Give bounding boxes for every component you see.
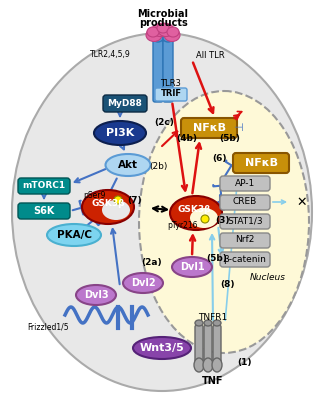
Text: Microbial: Microbial bbox=[138, 9, 189, 19]
Text: (4b): (4b) bbox=[176, 134, 197, 144]
Ellipse shape bbox=[106, 154, 150, 176]
Text: S6K: S6K bbox=[33, 206, 55, 216]
Ellipse shape bbox=[157, 23, 169, 33]
Text: (5b): (5b) bbox=[206, 254, 227, 264]
Text: (8): (8) bbox=[220, 280, 235, 290]
Text: (2a): (2a) bbox=[142, 258, 162, 266]
Ellipse shape bbox=[82, 190, 134, 224]
Text: (6): (6) bbox=[213, 154, 227, 162]
Text: NFκB: NFκB bbox=[192, 123, 225, 133]
Ellipse shape bbox=[201, 215, 209, 223]
Ellipse shape bbox=[194, 358, 204, 372]
Text: GSK3β: GSK3β bbox=[91, 200, 125, 208]
Text: ⊣: ⊣ bbox=[233, 123, 243, 133]
Ellipse shape bbox=[204, 320, 212, 326]
Text: Nrf2: Nrf2 bbox=[235, 236, 255, 244]
Text: TLR2,4,5,9: TLR2,4,5,9 bbox=[89, 50, 130, 60]
Ellipse shape bbox=[114, 196, 122, 204]
Text: STAT1/3: STAT1/3 bbox=[227, 216, 263, 226]
Text: PKA/C: PKA/C bbox=[57, 230, 91, 240]
FancyBboxPatch shape bbox=[220, 176, 270, 191]
FancyBboxPatch shape bbox=[153, 40, 163, 102]
Ellipse shape bbox=[172, 257, 212, 277]
Text: TNF: TNF bbox=[202, 376, 224, 386]
Text: NFκB: NFκB bbox=[244, 158, 277, 168]
Ellipse shape bbox=[163, 34, 173, 42]
Text: MyD88: MyD88 bbox=[108, 98, 142, 108]
Text: TRIF: TRIF bbox=[161, 90, 182, 98]
Text: (3): (3) bbox=[215, 216, 229, 224]
Ellipse shape bbox=[146, 28, 162, 42]
Ellipse shape bbox=[133, 337, 191, 359]
Text: AP-1: AP-1 bbox=[235, 178, 255, 188]
Ellipse shape bbox=[153, 34, 163, 42]
FancyBboxPatch shape bbox=[220, 252, 270, 267]
FancyBboxPatch shape bbox=[18, 178, 70, 194]
Text: Wnt3/5: Wnt3/5 bbox=[139, 343, 184, 353]
Ellipse shape bbox=[158, 24, 174, 36]
Text: Nucleus: Nucleus bbox=[250, 274, 286, 282]
Ellipse shape bbox=[12, 33, 312, 391]
Ellipse shape bbox=[190, 208, 218, 228]
Text: Dvl3: Dvl3 bbox=[84, 290, 108, 300]
Text: All TLR: All TLR bbox=[196, 50, 225, 60]
FancyBboxPatch shape bbox=[155, 88, 187, 101]
Ellipse shape bbox=[167, 27, 179, 37]
Ellipse shape bbox=[94, 121, 146, 145]
Text: pSer9: pSer9 bbox=[83, 190, 105, 200]
Text: pTyr216: pTyr216 bbox=[168, 222, 198, 230]
FancyBboxPatch shape bbox=[220, 233, 270, 248]
Ellipse shape bbox=[170, 196, 222, 230]
Text: GSK3β: GSK3β bbox=[177, 206, 211, 214]
FancyBboxPatch shape bbox=[195, 325, 203, 363]
Ellipse shape bbox=[47, 224, 101, 246]
Text: (1): (1) bbox=[238, 358, 252, 366]
Text: (7): (7) bbox=[128, 196, 142, 204]
Text: (2b): (2b) bbox=[149, 162, 167, 170]
Text: Akt: Akt bbox=[118, 160, 138, 170]
Text: ✕: ✕ bbox=[297, 196, 307, 208]
Text: PI3K: PI3K bbox=[106, 128, 134, 138]
Ellipse shape bbox=[123, 273, 163, 293]
FancyBboxPatch shape bbox=[220, 214, 270, 229]
FancyBboxPatch shape bbox=[163, 40, 173, 102]
FancyBboxPatch shape bbox=[233, 153, 289, 173]
FancyBboxPatch shape bbox=[103, 95, 147, 112]
Ellipse shape bbox=[213, 320, 221, 326]
Text: Dvl1: Dvl1 bbox=[180, 262, 204, 272]
Ellipse shape bbox=[139, 91, 309, 353]
Ellipse shape bbox=[164, 28, 180, 42]
Ellipse shape bbox=[102, 200, 130, 220]
Text: (2c): (2c) bbox=[154, 118, 174, 128]
FancyBboxPatch shape bbox=[213, 325, 221, 363]
Ellipse shape bbox=[147, 27, 159, 37]
Text: products: products bbox=[139, 18, 188, 28]
Text: CREB: CREB bbox=[233, 198, 257, 206]
Text: TNFR1: TNFR1 bbox=[198, 314, 228, 322]
Ellipse shape bbox=[203, 358, 213, 372]
Text: (5b): (5b) bbox=[219, 134, 240, 144]
Text: β-catenin: β-catenin bbox=[224, 254, 266, 264]
Text: Frizzled1/5: Frizzled1/5 bbox=[27, 322, 69, 332]
FancyBboxPatch shape bbox=[220, 195, 270, 210]
Ellipse shape bbox=[195, 320, 203, 326]
Ellipse shape bbox=[152, 24, 168, 36]
Text: Dvl2: Dvl2 bbox=[131, 278, 155, 288]
FancyBboxPatch shape bbox=[204, 325, 212, 363]
FancyBboxPatch shape bbox=[181, 118, 237, 138]
Text: TLR3: TLR3 bbox=[160, 78, 180, 88]
Ellipse shape bbox=[76, 285, 116, 305]
FancyBboxPatch shape bbox=[18, 203, 70, 219]
Ellipse shape bbox=[212, 358, 222, 372]
Text: mTORC1: mTORC1 bbox=[22, 182, 65, 190]
